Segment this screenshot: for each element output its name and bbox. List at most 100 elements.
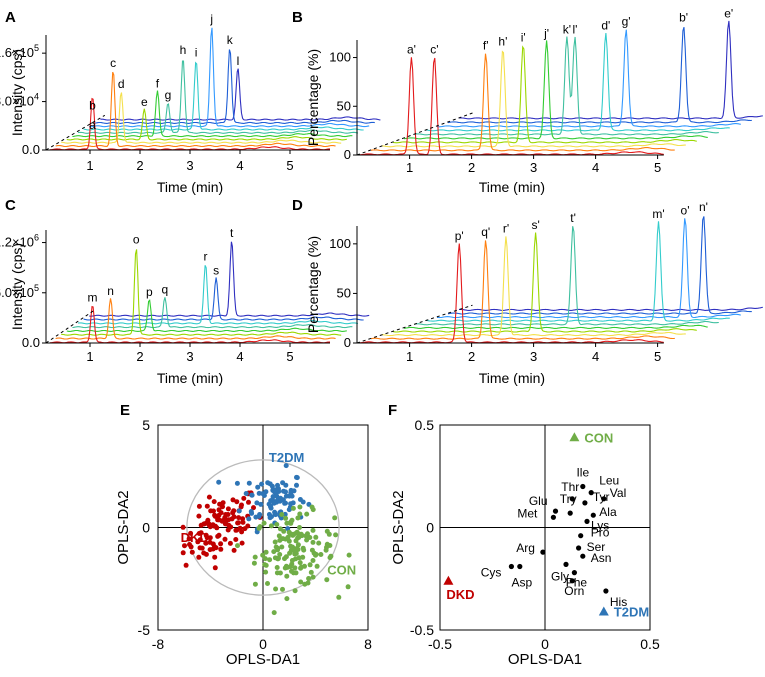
loading-label: Glu (529, 494, 548, 508)
score-point (272, 539, 278, 545)
x-tick-label: 1 (406, 160, 413, 175)
y-tick-label: 1.2×10 (0, 235, 34, 250)
y-tick-label: 50 (337, 98, 351, 113)
score-point (308, 569, 314, 575)
score-point (306, 576, 312, 581)
x-tick-label: 2 (136, 158, 143, 173)
score-point (235, 543, 240, 549)
score-point (223, 517, 228, 523)
score-point (246, 480, 252, 486)
loading-point (552, 508, 559, 514)
y-tick-label: 100 (329, 50, 351, 65)
y-tick-exponent: 6 (34, 233, 39, 243)
peak-label: h' (498, 35, 507, 49)
score-point (310, 527, 316, 533)
loading-label: Lys (591, 518, 609, 532)
score-point (260, 552, 266, 558)
group-marker-t2dm (598, 606, 609, 616)
score-point (260, 491, 266, 497)
score-point (324, 577, 330, 583)
score-point (297, 497, 303, 502)
score-point (285, 534, 291, 540)
loading-label: Ala (599, 505, 617, 519)
score-point (297, 525, 302, 530)
score-point (274, 522, 280, 527)
trace-line (436, 29, 741, 128)
loading-point (601, 496, 607, 502)
score-point (278, 497, 284, 503)
score-point (289, 568, 294, 574)
x-tick-label: 5 (286, 349, 293, 364)
score-point (258, 501, 264, 507)
loading-label: Tyr (593, 490, 610, 504)
score-point (293, 570, 299, 576)
loading-label: Pro (591, 526, 610, 540)
score-point (292, 565, 298, 571)
score-point (254, 500, 260, 506)
score-point (249, 492, 255, 498)
y-tick-exponent: 4 (34, 92, 39, 102)
score-point (252, 554, 258, 560)
score-point (212, 512, 218, 518)
peak-label: d (118, 77, 125, 91)
loading-point (588, 490, 594, 496)
score-point (271, 610, 277, 616)
peak-label: p (146, 285, 153, 299)
loading-point (540, 549, 546, 555)
x-tick-label: 4 (236, 349, 243, 364)
score-point (268, 523, 274, 529)
loading-point (517, 563, 523, 570)
trace-line (72, 90, 353, 138)
trace-line (55, 298, 336, 340)
x-tick-label: 8 (364, 636, 372, 652)
score-point (204, 503, 210, 509)
score-point (206, 494, 212, 500)
y-tick-label: 50 (337, 285, 351, 300)
peak-label: n (107, 284, 114, 298)
score-point (261, 520, 267, 526)
peak-label: o (133, 233, 140, 247)
score-point (197, 537, 203, 543)
x-tick-label: 3 (186, 349, 193, 364)
score-point (216, 517, 222, 523)
score-point (310, 539, 316, 545)
trace-line (72, 297, 353, 329)
confidence-ellipse (186, 459, 340, 596)
y-axis-label: Intensity (cps) (9, 243, 25, 330)
score-point (293, 556, 299, 562)
trace-line (414, 36, 719, 136)
score-point (263, 549, 269, 555)
score-point (281, 528, 287, 534)
score-point (284, 596, 290, 602)
score-point (196, 531, 202, 536)
x-tick-label: 4 (592, 160, 599, 175)
peak-label: p' (455, 229, 464, 243)
score-point (212, 565, 218, 571)
trace-line (458, 306, 763, 311)
panel-label: F (388, 402, 397, 419)
score-point (273, 586, 279, 592)
score-point (283, 563, 289, 569)
score-point (207, 524, 213, 530)
peak-label: e (141, 95, 148, 109)
score-point (332, 515, 338, 521)
loading-point (603, 588, 609, 594)
loading-label: Gly (551, 569, 569, 583)
score-point (333, 532, 339, 538)
score-point (252, 581, 258, 587)
score-point (283, 463, 289, 469)
loading-label: Ile (576, 466, 589, 480)
score-point (216, 532, 222, 538)
x-tick-label: 2 (468, 160, 475, 175)
score-point (267, 557, 273, 563)
score-point (234, 480, 240, 486)
loading-label: Val (610, 486, 626, 500)
x-tick-label: 1 (406, 349, 413, 364)
x-tick-label: 1 (86, 158, 93, 173)
trace-line (83, 61, 364, 131)
score-point (277, 552, 283, 557)
score-point (280, 586, 285, 592)
score-point (201, 550, 207, 556)
loading-label: Orn (564, 584, 584, 598)
x-tick-label: 3 (530, 349, 537, 364)
